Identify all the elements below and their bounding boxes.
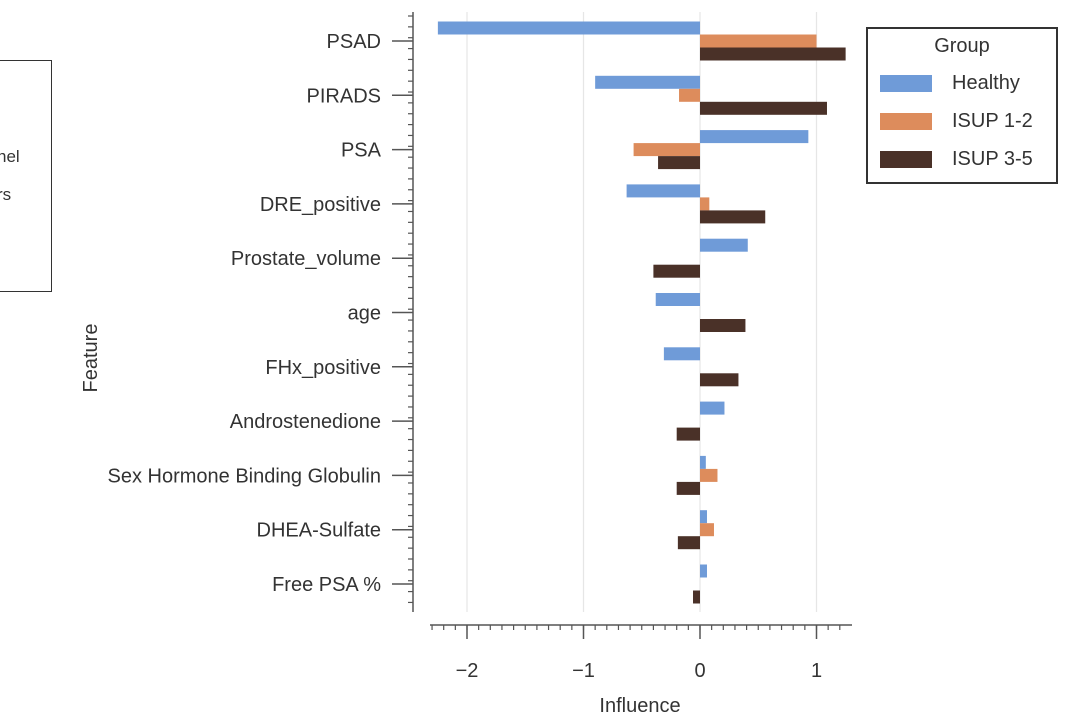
bar <box>633 143 700 157</box>
y-tick-label: Free PSA % <box>272 574 381 596</box>
x-tick-label: 1 <box>811 660 822 682</box>
y-tick-label: PSA <box>341 140 382 162</box>
x-tick-label: −2 <box>456 660 479 682</box>
bar <box>653 264 700 278</box>
partial-legend-text: rs <box>0 185 12 204</box>
y-tick-label: FHx_positive <box>265 357 381 379</box>
y-axis-title: Feature <box>80 324 102 393</box>
bar <box>700 34 817 48</box>
legend-swatch <box>880 112 932 130</box>
x-tick-label: 0 <box>694 660 705 682</box>
bar <box>700 523 714 537</box>
y-tick-label: Sex Hormone Binding Globulin <box>108 465 382 487</box>
bar <box>700 130 809 144</box>
y-tick-label: DHEA-Sulfate <box>257 520 382 542</box>
bar <box>676 427 700 441</box>
legend-swatch <box>880 74 932 92</box>
x-tick-label: −1 <box>572 660 595 682</box>
legend-item-isup-3-5: ISUP 3-5 <box>880 145 1033 173</box>
legend-label: Healthy <box>952 71 1020 94</box>
bar <box>700 101 827 115</box>
bar <box>679 88 700 102</box>
bar <box>663 347 700 361</box>
bar <box>676 481 700 495</box>
partial-legend-box: nel rs <box>0 60 52 292</box>
bar <box>700 401 725 415</box>
axis-text: PSAD PIRADS PSA DRE_positive Prostate_volume… <box>80 31 822 717</box>
y-tick-label: Prostate_volume <box>231 248 381 270</box>
bar <box>437 21 700 35</box>
legend-label: ISUP 1-2 <box>952 109 1033 132</box>
legend-item-isup-1-2: ISUP 1-2 <box>880 107 1033 135</box>
legend-label: ISUP 3-5 <box>952 147 1033 170</box>
bar <box>595 75 700 89</box>
bar <box>700 468 718 482</box>
bars <box>437 21 846 604</box>
x-axis-title: Influence <box>599 695 680 717</box>
legend-item-healthy: Healthy <box>880 69 1020 97</box>
bar <box>658 156 700 170</box>
bar <box>700 510 707 524</box>
bar <box>700 319 746 332</box>
bar <box>700 564 707 578</box>
legend: Group Healthy ISUP 1-2 ISUP 3-5 <box>866 27 1058 184</box>
y-tick-label: Androstenedione <box>230 411 381 433</box>
bar <box>626 184 700 198</box>
legend-swatch <box>880 150 932 168</box>
axes <box>392 12 852 639</box>
bar <box>700 197 710 211</box>
legend-title: Group <box>934 35 990 57</box>
bar <box>655 293 700 306</box>
bar <box>700 373 739 387</box>
bar <box>693 590 700 604</box>
y-tick-label: PIRADS <box>307 85 381 107</box>
bar <box>677 536 700 550</box>
bar <box>700 210 766 224</box>
y-tick-label: age <box>348 303 381 325</box>
y-tick-label: PSAD <box>327 31 381 53</box>
bar <box>700 47 846 61</box>
bar <box>700 238 748 252</box>
bar <box>700 455 706 469</box>
partial-legend-text: nel <box>0 147 20 166</box>
y-tick-label: DRE_positive <box>260 194 381 216</box>
